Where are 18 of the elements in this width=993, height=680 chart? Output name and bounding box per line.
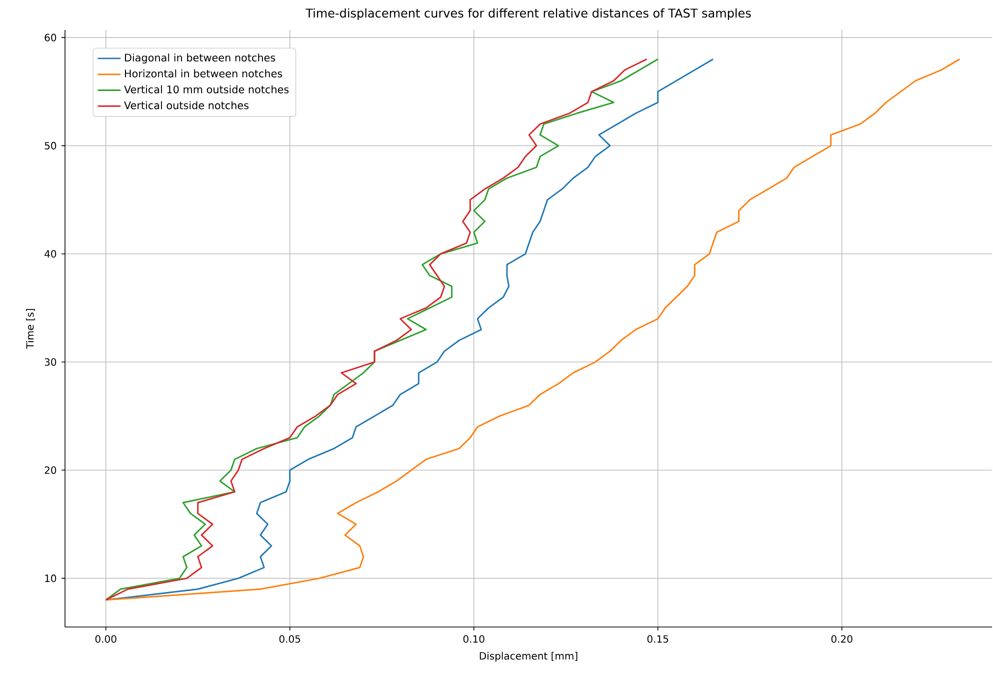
x-axis-title: Displacement [mm] <box>480 652 578 662</box>
y-tick-label: 30 <box>44 358 56 366</box>
y-tick-label: 60 <box>44 34 56 42</box>
y-tick-label: 10 <box>45 574 56 582</box>
x-tick-label: 0.00 <box>95 635 116 643</box>
legend-label: Horizontal in between notches <box>125 69 282 78</box>
chart-title: Time-displacement curves for different relative distances of TAST samples <box>306 8 751 20</box>
y-axis-title: Time [s] <box>26 309 35 349</box>
x-tick-label: 0.20 <box>831 635 852 643</box>
y-tick-label: 20 <box>44 466 56 474</box>
y-tick-label: 50 <box>44 142 56 150</box>
y-tick-label: 40 <box>44 250 56 258</box>
legend-label: Vertical outside notches <box>124 101 249 110</box>
x-tick-label: 0.05 <box>279 635 300 643</box>
legend-label: Diagonal in between notches <box>125 53 276 64</box>
x-tick-label: 0.15 <box>647 635 668 643</box>
x-tick-label: 0.10 <box>463 635 484 643</box>
legend-label: Vertical 10 mm outside notches <box>124 85 289 94</box>
